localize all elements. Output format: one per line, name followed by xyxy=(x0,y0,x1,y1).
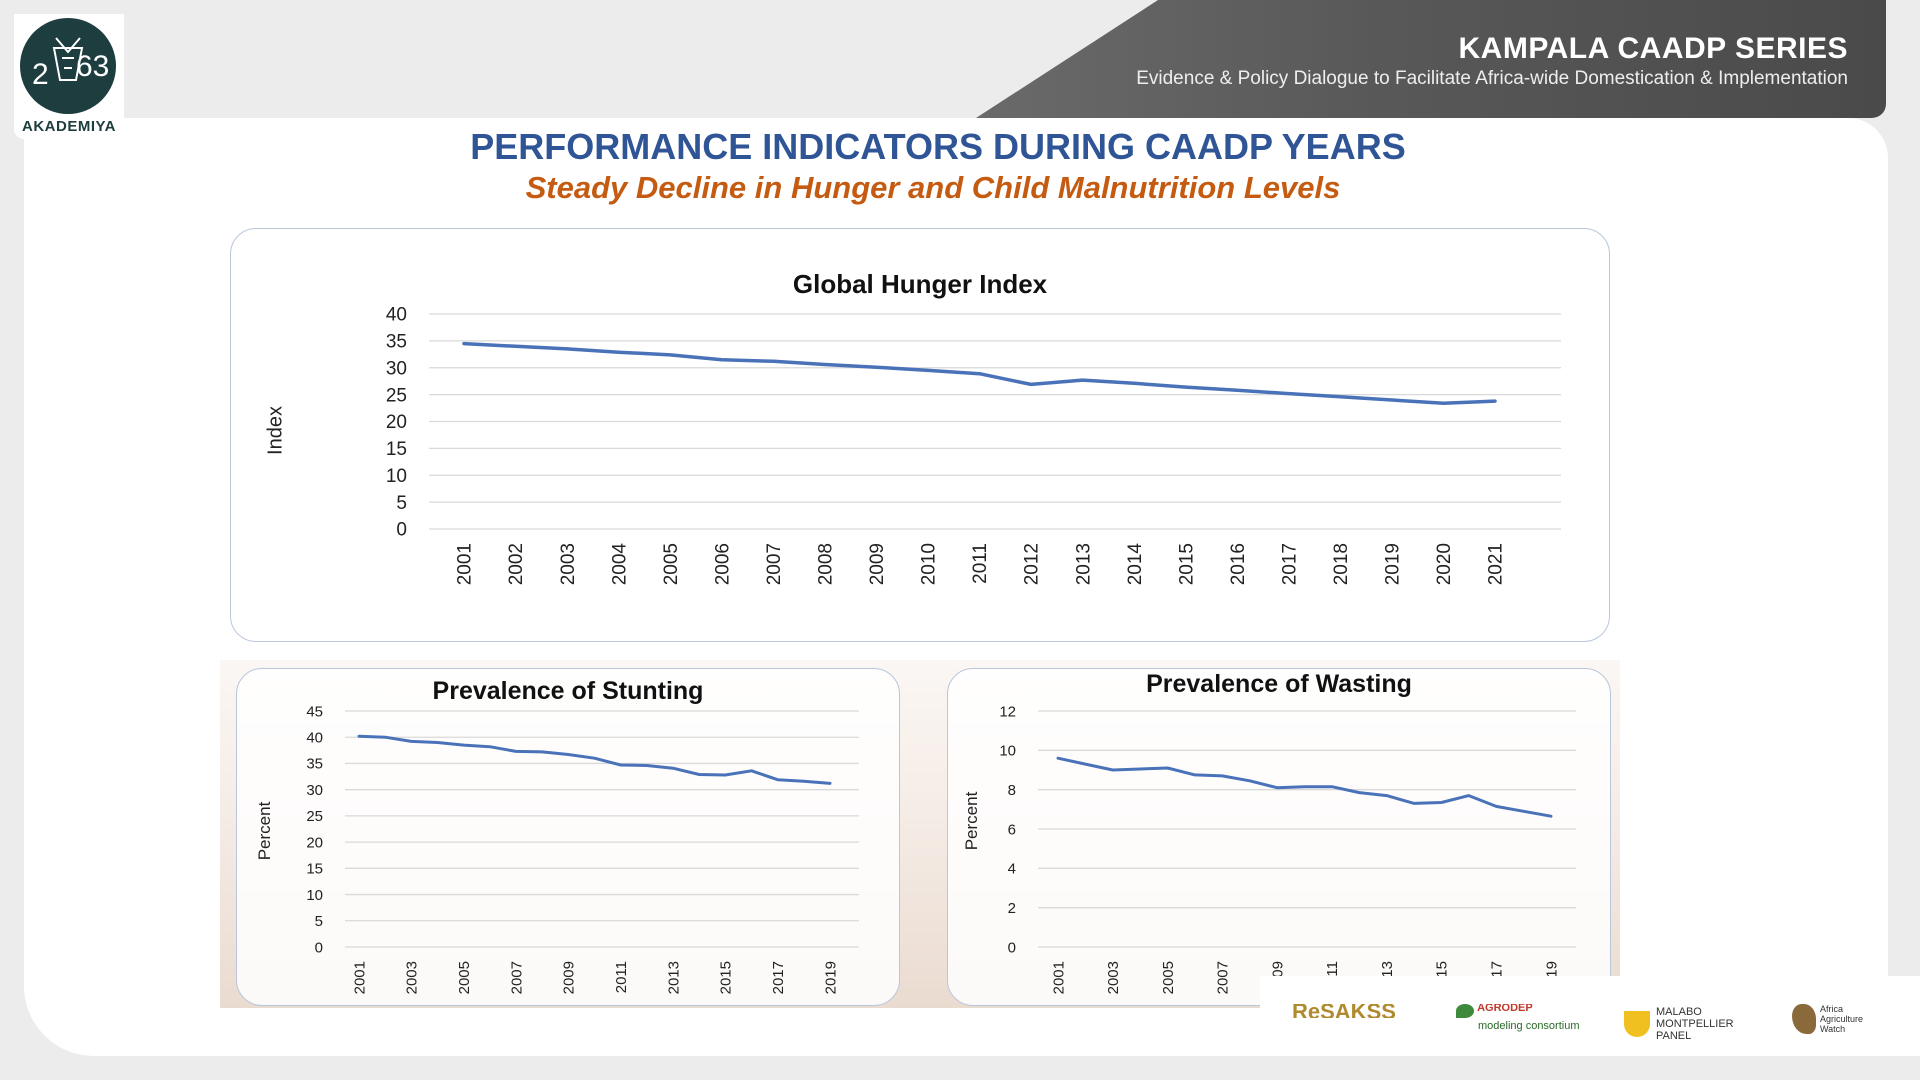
banner-subtitle: Evidence & Policy Dialogue to Facilitate… xyxy=(1136,68,1848,89)
x-tick-label: 2009 xyxy=(561,961,578,994)
y-tick-label: 12 xyxy=(999,703,1016,720)
x-tick-label: 2015 xyxy=(1176,543,1197,585)
y-tick-label: 20 xyxy=(386,412,407,433)
x-tick-label: 2011 xyxy=(970,543,991,584)
chart-plot-stunting: 0 5 10 15 20 25 30 35 40 45 2001 2003 2005 2007 2009 20… xyxy=(306,703,859,994)
chart-title: Prevalence of Stunting xyxy=(432,677,704,705)
x-tick-label: 2003 xyxy=(558,543,579,585)
x-tick-label: 2005 xyxy=(1160,961,1177,994)
x-tick-label: 2004 xyxy=(609,543,630,586)
y-tick-label: 0 xyxy=(396,520,407,541)
series-line xyxy=(462,341,1497,405)
y-tick-label: 10 xyxy=(386,466,407,487)
x-tick-label: 2018 xyxy=(1331,543,1352,585)
page-subtitle: Steady Decline in Hunger and Child Malnu… xyxy=(525,170,1341,205)
partner-agrodep: AGRODEP modeling consortium xyxy=(1456,1004,1580,1032)
partner-label: MALABO MONTPELLIER PANEL xyxy=(1656,1006,1734,1042)
x-tick-label: 2006 xyxy=(712,543,733,585)
y-tick-label: 8 xyxy=(1008,782,1016,799)
x-tick-label: 2007 xyxy=(1215,961,1232,994)
series-line xyxy=(357,734,832,785)
y-tick-label: 10 xyxy=(999,743,1016,760)
page-title: PERFORMANCE INDICATORS DURING CAADP YEAR… xyxy=(470,126,1406,167)
x-tick-label: 2005 xyxy=(456,961,473,994)
x-tick-label: 2011 xyxy=(613,961,630,993)
partner-resakss: ReSAKSS xyxy=(1292,1004,1396,1018)
africa-map-icon xyxy=(1792,1004,1816,1034)
x-tick-label: 2007 xyxy=(764,543,785,585)
chart-panel-wasting: Prevalence of Wasting Percent 0 2 4 6 8 10 12 2… xyxy=(947,668,1611,1006)
y-tick-label: 30 xyxy=(386,358,407,379)
y-tick-label: 25 xyxy=(306,808,323,825)
y-tick-label: 10 xyxy=(306,887,323,904)
x-tick-label: 2017 xyxy=(1279,543,1300,585)
x-tick-label: 2003 xyxy=(1105,961,1122,994)
chart-plot-hunger-index: 0 5 10 15 20 25 30 35 40 2001 2002 2003 2004 2005 2006… xyxy=(386,305,1561,586)
malabo-fan-icon xyxy=(1624,1011,1650,1037)
x-tick-label: 2020 xyxy=(1434,543,1455,585)
y-tick-label: 15 xyxy=(386,439,407,460)
x-tick-label: 2013 xyxy=(665,961,682,994)
x-tick-label: 2014 xyxy=(1125,543,1146,586)
y-tick-label: 40 xyxy=(386,305,407,326)
chart-panel-stunting: Prevalence of Stunting Percent 0 5 10 15 20 2… xyxy=(236,668,900,1006)
x-tick-label: 2009 xyxy=(867,543,888,585)
partner-malabo-montpellier: MALABO MONTPELLIER PANEL xyxy=(1624,1006,1736,1042)
y-tick-label: 2 xyxy=(1008,900,1016,917)
chart-title: Global Hunger Index xyxy=(792,269,1048,299)
x-tick-label: 2003 xyxy=(404,961,421,994)
chart-plot-wasting: 0246810122001200320052007200920112013201… xyxy=(999,703,1576,994)
partner-africa-agriculture-watch: Africa Agriculture Watch xyxy=(1792,1004,1870,1034)
akademiya-logo: 2 63 AKADEMIYA xyxy=(14,14,124,139)
y-tick-label: 6 xyxy=(1008,821,1016,838)
y-tick-label: 40 xyxy=(306,729,323,746)
series-line xyxy=(1056,756,1553,818)
y-tick-label: 5 xyxy=(396,493,407,514)
y-tick-label: 5 xyxy=(315,913,323,930)
x-tick-label: 2001 xyxy=(455,543,476,585)
y-tick-label: 0 xyxy=(1008,939,1016,956)
chart-title: Prevalence of Wasting xyxy=(1146,670,1412,698)
x-tick-label: 2016 xyxy=(1228,543,1249,585)
x-tick-label: 2005 xyxy=(661,543,682,585)
y-tick-label: 15 xyxy=(306,861,323,878)
x-tick-label: 2002 xyxy=(506,543,527,585)
x-tick-label: 2019 xyxy=(822,961,839,994)
partner-detail: modeling consortium xyxy=(1478,1020,1580,1032)
y-tick-label: 4 xyxy=(1008,861,1016,878)
partner-label: ReSAKSS xyxy=(1292,1004,1396,1018)
y-tick-label: 0 xyxy=(315,939,323,956)
y-tick-label: 35 xyxy=(306,756,323,773)
svg-text:2: 2 xyxy=(32,58,49,91)
y-tick-label: 45 xyxy=(306,703,323,720)
x-tick-label: 2007 xyxy=(508,961,525,994)
y-tick-label: 25 xyxy=(386,385,407,406)
chart-panel-hunger-index: Global Hunger Index Index 0 5 10 15 20 25 30 35… xyxy=(230,228,1610,642)
y-tick-label: 35 xyxy=(386,332,407,353)
x-tick-label: 2001 xyxy=(351,961,368,994)
x-tick-label: 2013 xyxy=(1073,543,1094,585)
x-tick-label: 2001 xyxy=(1050,961,1067,994)
partner-label: AGRODEP xyxy=(1477,1004,1533,1011)
y-tick-label: 30 xyxy=(306,782,323,799)
logo-text: AKADEMIYA xyxy=(22,118,116,135)
x-tick-label: 2015 xyxy=(718,961,735,994)
x-tick-label: 2010 xyxy=(919,543,940,585)
banner-title: KAMPALA CAADP SERIES xyxy=(1458,32,1848,65)
x-tick-label: 2008 xyxy=(816,543,837,585)
x-tick-label: 2012 xyxy=(1022,543,1043,585)
logo-emblem-icon: 2 63 xyxy=(20,18,116,114)
x-tick-label: 2019 xyxy=(1383,543,1404,585)
y-tick-label: 20 xyxy=(306,834,323,851)
x-tick-label: 2021 xyxy=(1486,543,1507,585)
partner-label: Africa Agriculture Watch xyxy=(1820,1004,1864,1034)
x-tick-label: 2017 xyxy=(770,961,787,994)
agrodep-leaf-icon xyxy=(1456,1004,1474,1018)
